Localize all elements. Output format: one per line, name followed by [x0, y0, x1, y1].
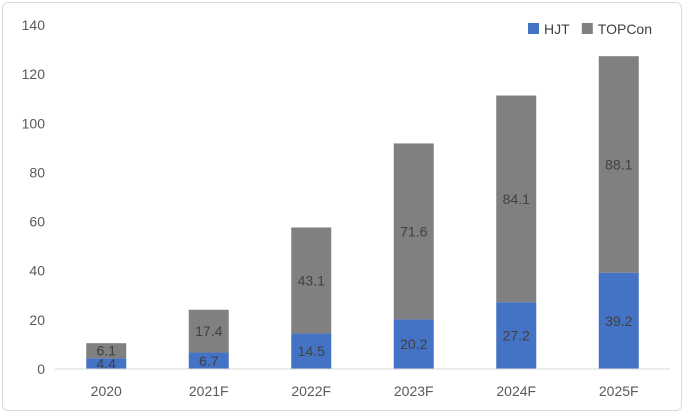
x-tick-label: 2024F	[496, 383, 536, 399]
y-tick-label: 60	[29, 214, 45, 230]
legend-swatch-hjt	[528, 23, 539, 34]
data-label: 20.2	[400, 336, 427, 352]
data-label: 17.4	[195, 323, 222, 339]
y-tick-label: 140	[22, 17, 46, 33]
bar-topcon	[393, 143, 434, 320]
legend-label-hjt: HJT	[544, 21, 570, 37]
y-axis-ticks: 0 20 40 60 80 100 120 140	[22, 17, 46, 377]
y-tick-label: 0	[37, 361, 45, 377]
data-label: 27.2	[503, 328, 530, 344]
bar-hjt	[291, 333, 332, 369]
y-tick-label: 80	[29, 164, 45, 180]
y-tick-label: 120	[22, 66, 46, 82]
data-label: 4.4	[97, 356, 117, 372]
bar-topcon	[188, 309, 229, 353]
y-tick-label: 20	[29, 312, 45, 328]
y-tick-label: 40	[29, 263, 45, 279]
data-label: 43.1	[298, 272, 325, 288]
bar-topcon	[86, 343, 127, 359]
bars: 4.46.1 6.7 17.4 14.5 43.1 20.2 71.6 27.2 84.1 39.…	[86, 56, 639, 372]
x-tick-label: 2020	[91, 383, 122, 399]
bar-hjt	[393, 319, 434, 369]
x-tick-label: 2023F	[394, 383, 434, 399]
bar-hjt	[496, 302, 537, 369]
data-label: 6.1	[97, 343, 117, 359]
bar-hjt	[86, 358, 127, 369]
x-tick-label: 2022F	[291, 383, 331, 399]
legend: HJT TOPCon	[528, 21, 652, 37]
data-label: 39.2	[605, 313, 632, 329]
data-label: 84.1	[503, 191, 530, 207]
bar-hjt	[598, 272, 639, 369]
data-label: 6.7	[199, 353, 219, 369]
legend-label-topcon: TOPCon	[598, 21, 652, 37]
data-label: 14.5	[298, 343, 325, 359]
bar-topcon	[598, 56, 639, 273]
x-tick-label: 2025F	[599, 383, 639, 399]
y-tick-label: 100	[22, 115, 46, 131]
bar-hjt	[188, 352, 229, 369]
x-axis-ticks: 2020 2021F 2022F 2023F 2024F 2025F	[91, 383, 639, 399]
data-label: 71.6	[400, 223, 427, 239]
bar-topcon	[291, 227, 332, 334]
legend-swatch-topcon	[581, 23, 593, 34]
bar-topcon	[496, 95, 537, 303]
x-tick-label: 2021F	[189, 383, 229, 399]
data-label: 88.1	[605, 156, 632, 172]
